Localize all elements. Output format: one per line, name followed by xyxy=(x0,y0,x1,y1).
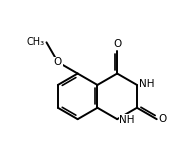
Text: O: O xyxy=(54,57,62,67)
Text: O: O xyxy=(158,114,167,124)
Text: NH: NH xyxy=(139,79,154,89)
Text: O: O xyxy=(113,39,121,49)
Text: CH₃: CH₃ xyxy=(27,37,45,47)
Text: NH: NH xyxy=(119,115,135,125)
